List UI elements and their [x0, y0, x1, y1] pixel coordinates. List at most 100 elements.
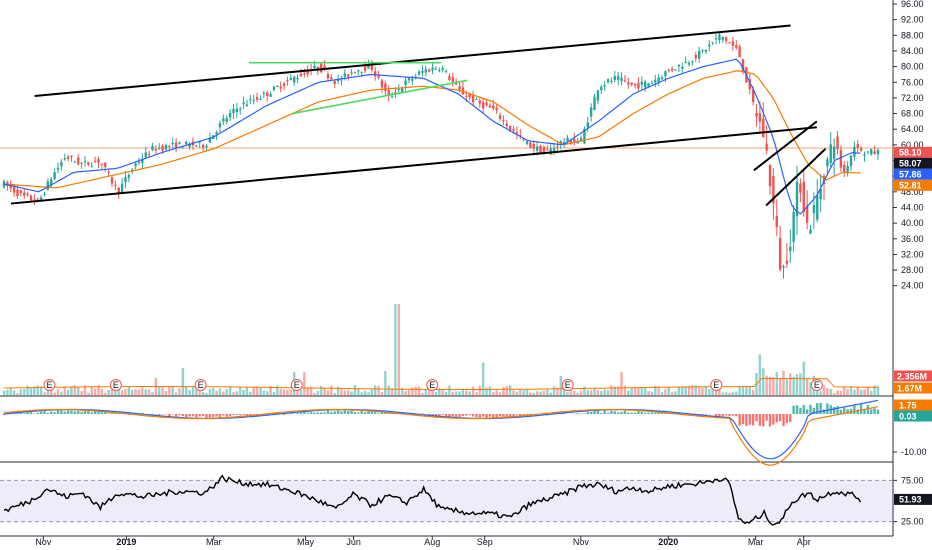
macd-histogram-bar [185, 414, 188, 418]
macd-histogram-bar [795, 405, 799, 414]
volume-bar [657, 386, 660, 396]
candle [380, 78, 384, 93]
candle-body [134, 163, 137, 167]
candle [222, 114, 225, 126]
volume-bar [104, 392, 107, 396]
macd-histogram-bar [596, 410, 600, 414]
macd-histogram-bar [343, 410, 347, 414]
candle [228, 109, 232, 121]
macd-histogram-bar [434, 414, 438, 417]
volume-bar [819, 391, 822, 396]
volume-bar [269, 386, 272, 396]
candle-body [178, 142, 181, 144]
volume-bar [508, 385, 512, 396]
candle [839, 145, 843, 173]
earnings-marker-circle [109, 379, 122, 391]
volume-bar [556, 387, 559, 396]
macd-histogram-bar [107, 413, 110, 414]
candle-body [215, 132, 218, 135]
price-tick-label: 88.00 [901, 30, 924, 40]
volume-bar [789, 373, 792, 396]
candle [266, 90, 269, 102]
volume-bar [336, 386, 340, 396]
macd-histogram-bar [198, 414, 201, 417]
candle-body [39, 197, 43, 201]
volume-bar [711, 387, 714, 396]
volume-bar [212, 387, 215, 396]
volume-bar [576, 392, 579, 396]
volume-bar [758, 354, 762, 396]
candle [566, 134, 569, 145]
candle [724, 36, 728, 44]
candle-body [438, 70, 441, 72]
volume-bar [775, 371, 778, 396]
volume-bar [299, 390, 303, 396]
volume-moving-average [3, 378, 879, 390]
candle-body [643, 81, 647, 88]
volume-bar [343, 390, 347, 396]
macd-histogram-bar [63, 411, 66, 414]
macd-histogram-bar [384, 411, 387, 414]
candle-body [654, 79, 657, 83]
volume-bar [546, 388, 549, 396]
volume-bar [498, 392, 502, 396]
volume-bar [539, 391, 542, 396]
candle-body [714, 38, 718, 40]
price-tick-label: 60.00 [901, 140, 924, 150]
candle-body [441, 67, 444, 70]
volume-bar [239, 387, 242, 396]
macd-histogram-bar [93, 411, 97, 414]
macd-tag-box [894, 399, 932, 411]
candle [9, 180, 12, 193]
candle-body [424, 69, 428, 73]
candle-body [53, 172, 56, 179]
candle-body [772, 176, 775, 204]
macd-histogram-bar [70, 410, 73, 414]
candle [120, 178, 124, 193]
candle-body [434, 68, 438, 70]
candle-body [758, 113, 762, 122]
candle [539, 144, 542, 154]
candle-body [320, 63, 323, 72]
candle-body [377, 75, 380, 78]
candle [471, 90, 475, 107]
candle [259, 95, 262, 101]
candle [643, 79, 647, 92]
volume-bar [458, 391, 461, 396]
volume-bar [613, 386, 616, 396]
candle-body [471, 95, 475, 103]
earnings-marker: E [109, 379, 122, 391]
candle [70, 155, 73, 162]
candle [299, 68, 303, 77]
volume-bar [846, 389, 849, 396]
candle [451, 72, 455, 87]
candle-body [303, 73, 306, 75]
candle [583, 126, 586, 145]
macd-tag-label: 0.03 [899, 411, 917, 421]
candle [427, 68, 431, 73]
macd-histogram-bar [755, 414, 758, 422]
candle [620, 72, 623, 86]
volume-bar [684, 386, 687, 396]
time-tick-label: Mar [748, 537, 764, 547]
candle-body [255, 97, 259, 100]
time-tick-label: Apr [797, 537, 811, 547]
candle-body [174, 142, 178, 149]
volume-bar [9, 387, 12, 396]
candle-body [43, 193, 46, 195]
macd-histogram-bar [303, 411, 306, 414]
volume-bar [309, 386, 313, 396]
volume-bar [43, 392, 46, 396]
candle-body [323, 65, 326, 70]
candle-body [721, 36, 724, 40]
macd-histogram-bar [380, 411, 384, 414]
volume-bar [83, 385, 87, 396]
candle [728, 41, 731, 44]
candle-body [201, 144, 205, 148]
volume-bar [63, 386, 66, 396]
candle [799, 178, 802, 203]
candle [849, 154, 853, 171]
volume-bar [525, 389, 529, 396]
candle-body [168, 145, 171, 147]
